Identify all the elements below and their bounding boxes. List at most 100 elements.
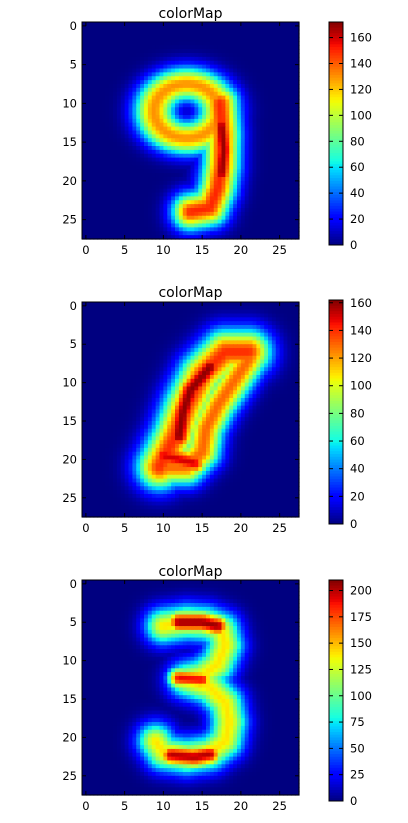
- heatmap-cell: [105, 227, 110, 232]
- heatmap-cell: [244, 374, 250, 380]
- heatmap-cell: [132, 367, 137, 372]
- heatmap-cell: [140, 76, 145, 81]
- heatmap-cell: [155, 397, 161, 403]
- heatmap-cell: [213, 80, 219, 85]
- heatmap-cell: [229, 313, 234, 318]
- heatmap-cell: [240, 157, 246, 163]
- heatmap-cell: [167, 149, 172, 155]
- heatmap-cell: [268, 146, 273, 151]
- heatmap-cell: [221, 374, 226, 380]
- heatmap-cell: [140, 211, 145, 217]
- heatmap-cell: [268, 397, 273, 403]
- heatmap-cell: [217, 340, 223, 345]
- heatmap-cell: [89, 231, 95, 236]
- heatmap-cell: [128, 204, 133, 209]
- colorbar-segment: [329, 35, 343, 40]
- heatmap-cell: [194, 72, 199, 77]
- heatmap-cell: [136, 371, 141, 376]
- heatmap-cell: [291, 95, 296, 101]
- heatmap-cell: [163, 390, 168, 395]
- heatmap-cell: [217, 146, 223, 151]
- heatmap-cell: [221, 115, 226, 120]
- heatmap-cell: [237, 161, 242, 166]
- heatmap-cell: [221, 177, 226, 182]
- heatmap-cell: [136, 56, 141, 62]
- heatmap-cell: [124, 336, 130, 341]
- heatmap-cell: [244, 235, 250, 240]
- heatmap-cell: [237, 235, 242, 240]
- heatmap-cell: [237, 56, 242, 62]
- heatmap-cell: [295, 115, 300, 120]
- heatmap-cell: [291, 41, 296, 46]
- heatmap-cell: [93, 107, 99, 112]
- heatmap-cell: [209, 165, 215, 170]
- heatmap-cell: [190, 355, 195, 361]
- heatmap-cell: [175, 103, 180, 108]
- heatmap-cell: [132, 363, 137, 368]
- heatmap-cell: [279, 22, 285, 27]
- heatmap-cell: [287, 76, 292, 81]
- heatmap-cell: [101, 64, 106, 70]
- heatmap-cell: [113, 64, 118, 70]
- heatmap-cell: [175, 130, 180, 135]
- heatmap-cell: [264, 184, 269, 190]
- heatmap-cell: [283, 180, 288, 186]
- heatmap-cell: [256, 177, 261, 182]
- heatmap-cell: [237, 76, 242, 81]
- heatmap-cell: [151, 336, 157, 341]
- heatmap-cell: [132, 192, 137, 197]
- heatmap-cell: [140, 87, 145, 93]
- heatmap-cell: [105, 340, 110, 345]
- heatmap-cell: [147, 394, 153, 399]
- heatmap-cell: [93, 367, 99, 372]
- heatmap-cell: [132, 87, 137, 93]
- heatmap-cell: [240, 49, 246, 54]
- heatmap-cell: [225, 68, 230, 73]
- heatmap-cell: [283, 192, 288, 197]
- heatmap-cell: [279, 68, 285, 73]
- heatmap-cell: [101, 328, 106, 334]
- heatmap-cell: [260, 41, 265, 46]
- heatmap-cell: [291, 351, 296, 357]
- heatmap-cell: [140, 394, 145, 399]
- heatmap-cell: [167, 223, 172, 228]
- heatmap-cell: [159, 177, 164, 182]
- heatmap-cell: [85, 111, 91, 116]
- heatmap-cell: [221, 80, 226, 85]
- heatmap-cell: [279, 200, 285, 205]
- heatmap-cell: [275, 153, 281, 159]
- heatmap-cell: [101, 149, 106, 155]
- heatmap-cell: [109, 359, 114, 365]
- heatmap-cell: [82, 118, 87, 124]
- heatmap-cell: [109, 95, 114, 101]
- heatmap-cell: [136, 76, 141, 81]
- heatmap-cell: [206, 363, 211, 368]
- y-tick-label: 5: [70, 58, 77, 72]
- heatmap-cell: [159, 111, 164, 116]
- heatmap-cell: [264, 130, 269, 135]
- heatmap-cell: [128, 157, 133, 163]
- heatmap-cell: [260, 49, 265, 54]
- heatmap-cell: [151, 394, 157, 399]
- heatmap-cell: [295, 29, 300, 35]
- heatmap-cell: [175, 397, 180, 403]
- heatmap-cell: [136, 321, 141, 326]
- heatmap-cell: [175, 153, 180, 159]
- heatmap-cell: [175, 60, 180, 66]
- heatmap-cell: [147, 126, 153, 132]
- heatmap-cell: [82, 149, 87, 155]
- heatmap-cell: [279, 401, 285, 407]
- heatmap-cell: [124, 25, 130, 31]
- heatmap-cell: [82, 169, 87, 174]
- heatmap-cell: [120, 49, 126, 54]
- heatmap-cell: [190, 367, 195, 372]
- heatmap-cell: [271, 122, 277, 128]
- heatmap-cell: [256, 45, 261, 50]
- heatmap-cell: [155, 45, 161, 50]
- heatmap-cell: [120, 231, 126, 236]
- heatmap-cell: [89, 235, 95, 240]
- heatmap-cell: [202, 317, 207, 322]
- heatmap-cell: [271, 204, 277, 209]
- heatmap-cell: [209, 401, 215, 407]
- heatmap-cell: [190, 53, 195, 58]
